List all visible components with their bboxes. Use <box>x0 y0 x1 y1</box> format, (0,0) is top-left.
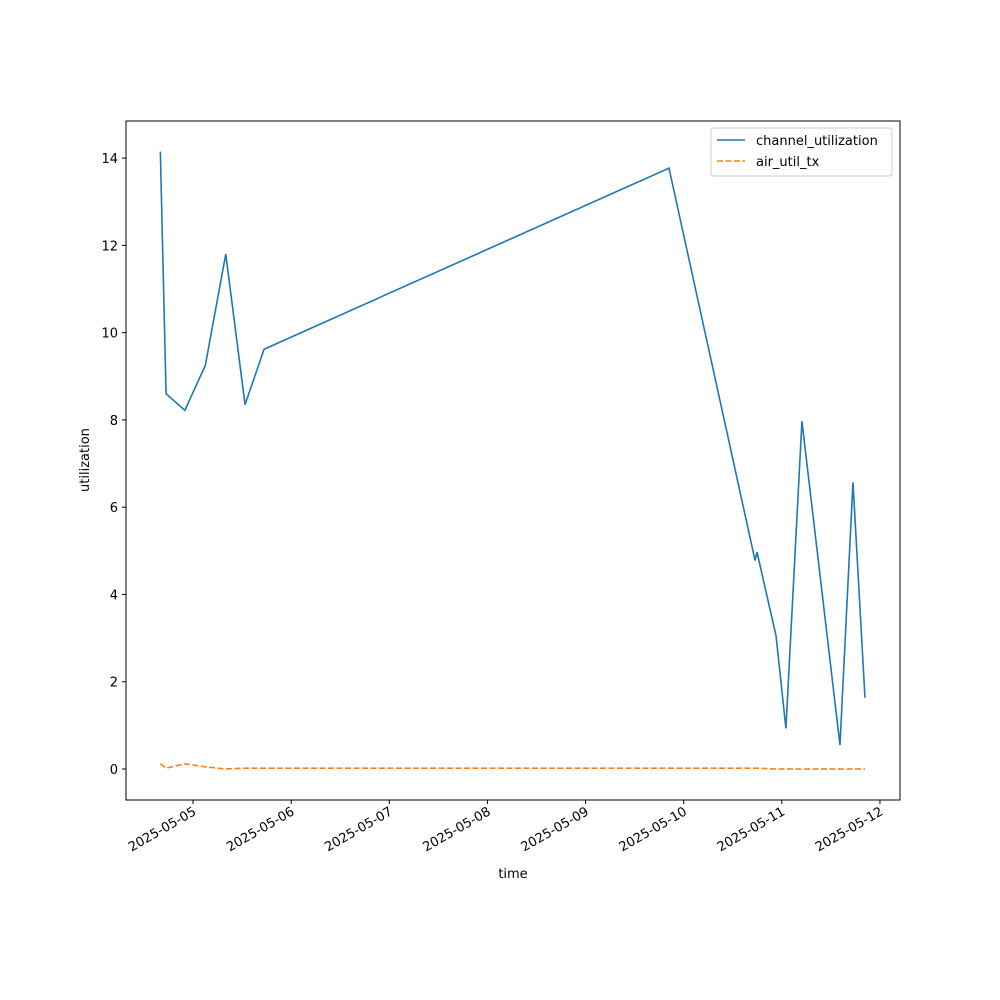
legend: channel_utilization air_util_tx <box>710 127 893 177</box>
y-tick-label: 2 <box>110 676 118 691</box>
y-tick-label: 10 <box>101 327 118 342</box>
legend-label: channel_utilization <box>756 134 878 149</box>
x-axis-label: time <box>498 867 527 882</box>
y-tick-label: 0 <box>110 763 118 778</box>
plot-frame <box>125 120 901 801</box>
y-axis-label: utilization <box>78 428 93 492</box>
data-line <box>159 762 865 770</box>
legend-label: air_util_tx <box>756 155 820 170</box>
y-tick-label: 4 <box>110 588 118 603</box>
y-tick-label: 14 <box>101 152 118 167</box>
legend-box <box>710 127 893 177</box>
y-tick-label: 8 <box>110 414 118 429</box>
y-tick-label: 12 <box>101 239 118 254</box>
data-line <box>159 151 866 746</box>
y-tick-label: 6 <box>110 501 118 516</box>
